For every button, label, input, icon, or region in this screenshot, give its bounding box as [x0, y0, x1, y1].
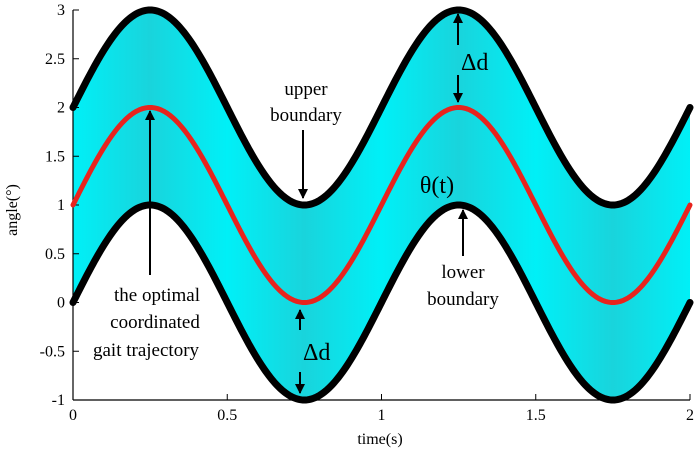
x-ticks: 0 0.5 1 1.5 2	[69, 394, 694, 424]
upper-boundary-label-1: upper	[284, 79, 328, 100]
theta-trajectory-line	[70, 104, 693, 306]
y-ticks: -1 -0.5 0 0.5 1 1.5 2 2.5 3	[40, 2, 79, 409]
y-tick-label: -0.5	[40, 343, 65, 360]
delta-top-label: Δd	[461, 50, 488, 76]
optimal-trajectory-label-1: the optimal	[114, 285, 200, 306]
lower-boundary-label-2: boundary	[427, 289, 499, 310]
x-axis-title: time(s)	[357, 431, 402, 448]
y-tick-label: 0	[57, 295, 65, 312]
x-tick-label: 1.5	[526, 407, 546, 424]
optimal-trajectory-label-3: gait trajectory	[93, 340, 200, 361]
optimal-trajectory-label-2: coordinated	[110, 312, 200, 333]
theta-label: θ(t)	[420, 173, 454, 199]
upper-boundary-label-2: boundary	[270, 105, 342, 126]
delta-bottom-label: Δd	[303, 340, 330, 366]
y-tick-label: 1.5	[45, 148, 65, 165]
x-tick-label: 0	[69, 407, 77, 424]
y-axis-title: angle(°)	[4, 184, 21, 236]
y-tick-label: 0.5	[45, 246, 65, 263]
y-tick-label: 3	[57, 2, 65, 19]
y-tick-label: 1	[57, 197, 65, 214]
x-tick-label: 0.5	[217, 407, 237, 424]
y-tick-label: -1	[52, 392, 65, 409]
x-tick-label: 2	[686, 407, 694, 424]
x-tick-label: 1	[378, 407, 386, 424]
annotation-arrows	[145, 13, 468, 394]
upper-boundary-line	[69, 6, 694, 209]
annotations: upper boundary lower boundary θ(t) Δd Δd…	[93, 50, 499, 366]
lower-boundary-line	[69, 201, 694, 404]
y-tick-label: 2.5	[45, 51, 65, 68]
lower-boundary-label-1: lower	[441, 262, 485, 283]
y-tick-label: 2	[57, 100, 65, 117]
